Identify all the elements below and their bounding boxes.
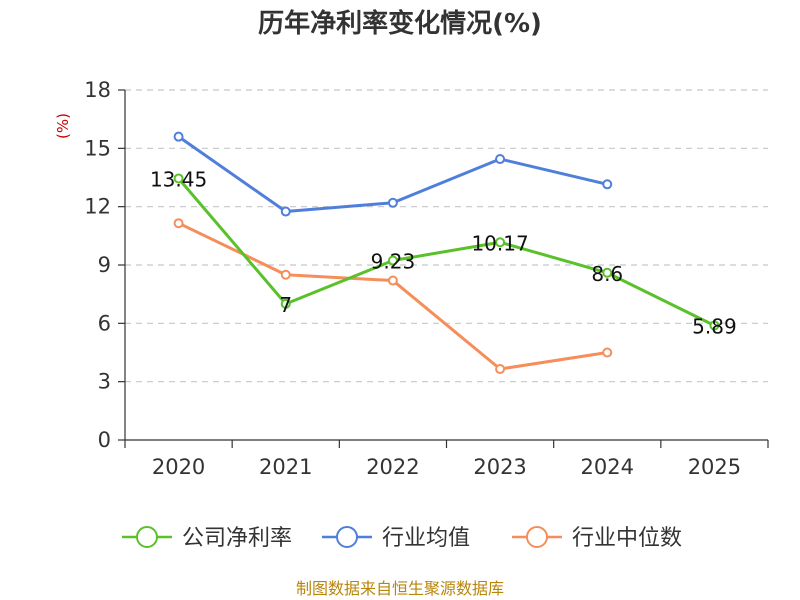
data-point [387, 197, 398, 208]
source-note: 制图数据来自恒生聚源数据库 [296, 579, 504, 598]
data-label: 5.89 [692, 314, 737, 338]
x-tick-label: 2020 [152, 455, 205, 479]
data-label: 10.17 [471, 231, 528, 255]
data-point [495, 154, 506, 165]
data-point [495, 364, 506, 375]
data-point [602, 179, 613, 190]
y-tick-label: 3 [98, 370, 111, 394]
legend-item[interactable]: 行业中位数 [512, 526, 682, 551]
data-point [173, 218, 184, 229]
series-line [177, 221, 608, 371]
legend-item[interactable]: 行业均值 [322, 526, 470, 551]
data-label: 8.6 [591, 262, 623, 286]
y-tick-label: 6 [98, 311, 111, 335]
legend[interactable]: 公司净利率 行业均值 行业中位数 [122, 526, 682, 551]
legend-marker [336, 526, 358, 548]
data-point [602, 267, 613, 278]
series-line [177, 177, 716, 327]
data-point [709, 320, 720, 331]
data-point [602, 347, 613, 358]
axes: 0 3 6 9 12 15 18 2020 2021 2022 2023 2024 2025 [84, 78, 769, 479]
legend-marker [526, 526, 548, 548]
x-tick-label: 2022 [366, 455, 419, 479]
data-label: 13.45 [150, 167, 207, 191]
y-tick-label: 18 [84, 78, 111, 102]
data-point [173, 131, 184, 142]
y-tick-label: 0 [98, 428, 111, 452]
legend-label: 公司净利率 [182, 526, 292, 551]
series-lines [173, 131, 720, 375]
data-point [280, 206, 291, 217]
data-point [173, 173, 184, 184]
y-tick-label: 15 [84, 136, 111, 160]
legend-label: 行业均值 [382, 526, 470, 551]
data-point [280, 298, 291, 309]
data-labels: 13.45 7 9.23 10.17 8.6 5.89 [150, 167, 737, 338]
y-tick-label: 9 [98, 253, 111, 277]
data-point [387, 255, 398, 266]
data-point [495, 237, 506, 248]
legend-label: 行业中位数 [572, 526, 682, 551]
data-point [387, 275, 398, 286]
x-tick-label: 2021 [259, 455, 312, 479]
data-point [280, 269, 291, 280]
y-tick-label: 12 [84, 195, 111, 219]
x-tick-label: 2024 [581, 455, 634, 479]
data-label: 7 [279, 293, 292, 317]
legend-item[interactable]: 公司净利率 [122, 526, 292, 551]
x-tick-label: 2025 [688, 455, 741, 479]
data-label: 9.23 [371, 250, 416, 274]
y-axis-unit: (%) [54, 113, 72, 139]
grid-lines [125, 89, 768, 383]
legend-marker [136, 526, 158, 548]
chart-title: 历年净利率变化情况(%) [258, 8, 542, 39]
x-tick-label: 2023 [473, 455, 526, 479]
